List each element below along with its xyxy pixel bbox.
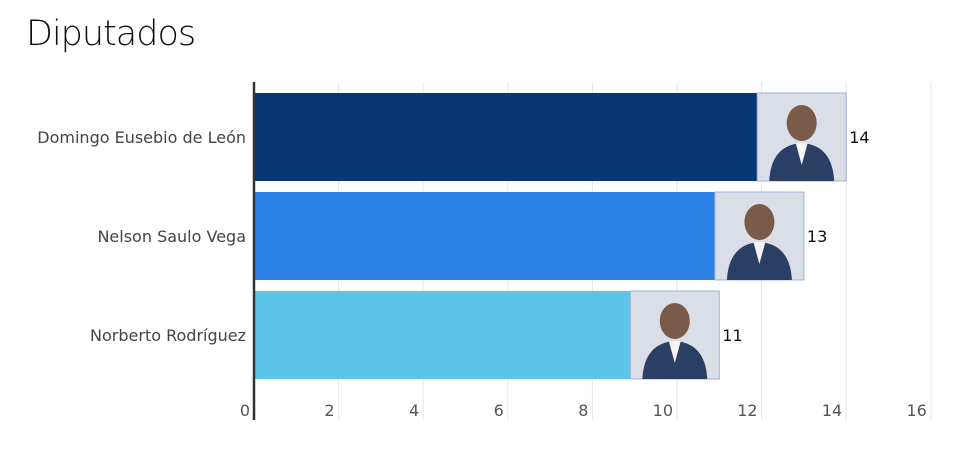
category-label: Domingo Eusebio de León [37,128,246,147]
category-label: Nelson Saulo Vega [97,227,246,246]
x-tick-label: 0 [240,401,250,420]
x-tick-label: 4 [409,401,419,420]
portrait-shirt [753,242,766,264]
portrait-head [744,204,775,240]
x-tick-label: 14 [822,401,842,420]
data-label: 13 [807,227,827,246]
portrait-head [786,105,817,141]
x-tick-label: 6 [494,401,504,420]
x-tick-label: 12 [737,401,757,420]
chart-title: Diputados [26,14,196,54]
x-tick-label: 10 [653,401,673,420]
portrait-head [659,303,690,339]
category-label: Norberto Rodríguez [90,326,246,345]
portrait-shirt [795,143,808,165]
x-tick-label: 8 [578,401,588,420]
bar [254,93,847,181]
data-label: 14 [849,128,869,147]
x-tick-label: 2 [324,401,334,420]
bar [254,192,804,280]
data-label: 11 [722,326,742,345]
portrait-shirt [668,341,681,363]
x-tick-label: 16 [906,401,926,420]
